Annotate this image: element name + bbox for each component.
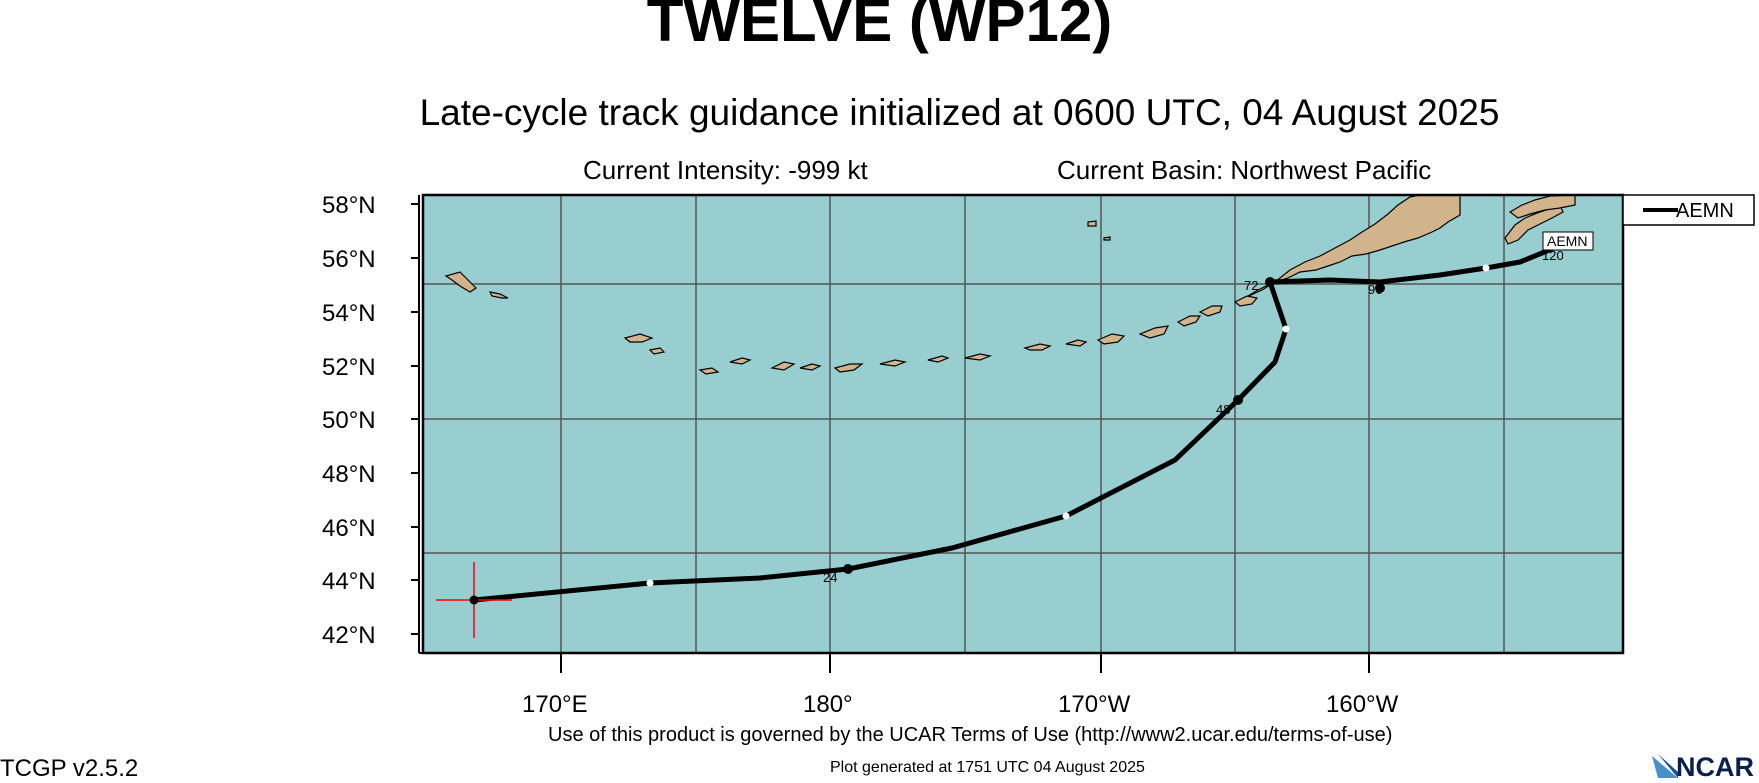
longitude-axis: 170°E 180° 170°W 160°W: [522, 653, 1399, 718]
track-point-24h: [843, 564, 853, 574]
lat-label-52n: 52°N: [322, 354, 376, 381]
lat-label-42n: 42°N: [322, 622, 376, 649]
track-point-60h: [1282, 325, 1290, 333]
pribilof-2: [1103, 236, 1111, 241]
aleutian-6: [1023, 343, 1052, 351]
track-points: [646, 264, 1490, 587]
graticule: [423, 195, 1623, 653]
lat-label-54n: 54°N: [322, 300, 376, 327]
aemn-track-line: [473, 242, 1562, 603]
aleutian-15: [623, 333, 654, 343]
hour-label-24: 24: [823, 570, 837, 585]
lon-label-170w: 170°W: [1058, 691, 1131, 718]
aleutian-11: [799, 363, 822, 371]
alaska-mainland-ne: [1508, 195, 1576, 219]
aleutian-8: [927, 355, 950, 363]
hour-label-96: 96: [1368, 282, 1382, 297]
hour-label-120: 120: [1542, 248, 1564, 263]
track-day-points: [843, 277, 1385, 574]
aleutian-2: [1176, 315, 1202, 327]
aleutian-14: [698, 367, 720, 375]
lat-label-50n: 50°N: [322, 407, 376, 434]
track-point-48h: [1233, 395, 1243, 405]
current-position-marker: [436, 562, 512, 638]
lon-label-160w: 160°W: [1326, 691, 1399, 718]
ocean-area: [423, 195, 1623, 653]
hour-label-48: 48: [1216, 402, 1230, 417]
lat-label-56n: 56°N: [322, 246, 376, 273]
aleutian-13: [729, 357, 752, 365]
software-version: TCGP v2.5.2: [0, 755, 139, 782]
track-point-36h: [1062, 512, 1070, 520]
latitude-axis: 58°N 56°N 54°N 52°N 50°N 48°N 46°N 44°N …: [322, 192, 419, 649]
aleutian-4: [1096, 333, 1126, 345]
map-title: TWELVE (WP12): [646, 0, 1113, 54]
hour-label-72: 72: [1244, 278, 1258, 293]
track-end-label: AEMN: [1547, 233, 1587, 249]
track-end-tag: AEMN: [1542, 231, 1594, 251]
track-point-72h: [1265, 277, 1275, 287]
track-map: 24 48 72 96 120 AEMN: [322, 192, 1755, 718]
kodiak-area: [1504, 204, 1564, 245]
track-point-108h: [1482, 264, 1490, 272]
aleutian-12: [770, 361, 796, 371]
aleutian-1: [1198, 305, 1223, 317]
ncar-logo: NCAR: [1650, 752, 1759, 782]
aleutian-3: [1138, 325, 1170, 339]
aleutian-10: [833, 363, 864, 373]
unimak-islands: [1233, 295, 1259, 307]
current-basin: Current Basin: Northwest Pacific: [1057, 155, 1432, 185]
alaska-peninsula: [1239, 195, 1461, 301]
lat-label-44n: 44°N: [322, 568, 376, 595]
ncar-logo-icon: [1652, 754, 1678, 778]
terms-of-use-notice: Use of this product is governed by the U…: [548, 724, 1393, 746]
commander-island-2: [488, 291, 509, 299]
lon-label-180: 180°: [803, 691, 853, 718]
lat-label-48n: 48°N: [322, 461, 376, 488]
lat-label-46n: 46°N: [322, 515, 376, 542]
land-masses: [444, 195, 1576, 375]
lat-label-58n: 58°N: [322, 192, 376, 219]
aleutian-16: [648, 347, 666, 355]
plot-generated-time: Plot generated at 1751 UTC 04 August 202…: [830, 759, 1145, 776]
lon-label-170e: 170°E: [522, 691, 588, 718]
track-point-96h: [1375, 283, 1385, 293]
map-subtitle: Late-cycle track guidance initialized at…: [419, 92, 1500, 133]
aleutian-5: [1065, 339, 1088, 347]
ncar-logo-text: NCAR: [1676, 752, 1754, 782]
commander-island: [444, 271, 477, 293]
pribilof: [1087, 220, 1097, 227]
aleutian-9: [879, 359, 908, 367]
legend-box: [1622, 194, 1755, 226]
current-intensity: Current Intensity: -999 kt: [583, 155, 868, 185]
aleutian-7: [964, 353, 993, 361]
track-point-12h: [646, 579, 654, 587]
legend-entry-aemn: AEMN: [1676, 200, 1734, 222]
legend: AEMN: [1622, 194, 1755, 226]
